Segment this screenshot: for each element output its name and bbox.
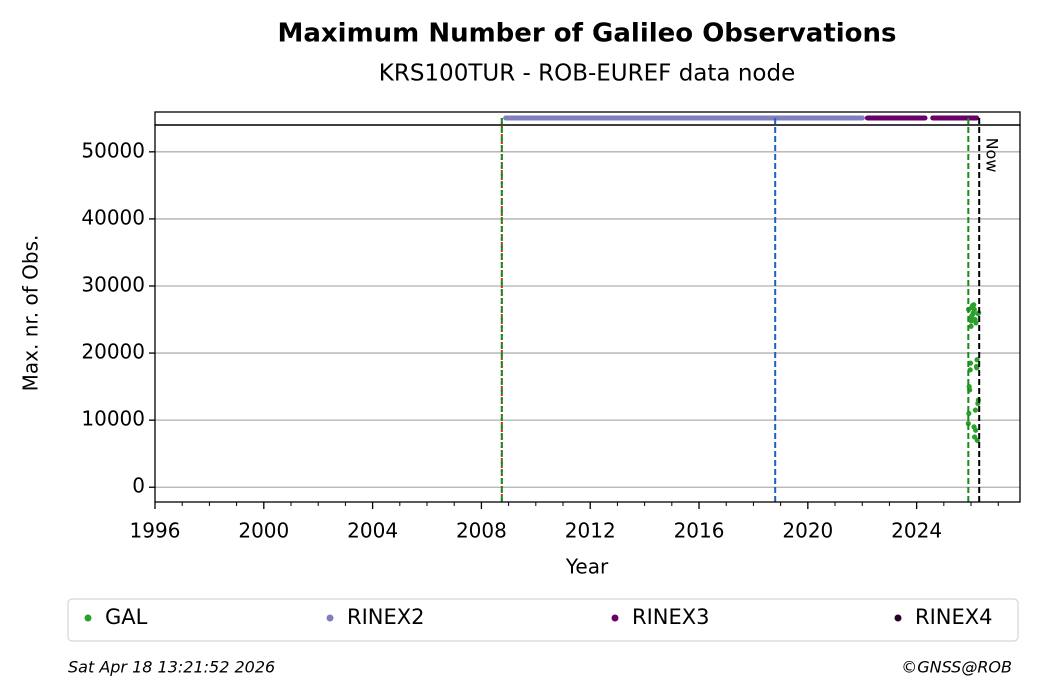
plot-frame <box>154 124 1021 503</box>
x-tick-label: 2004 <box>347 519 398 543</box>
x-tick-label: 2016 <box>674 519 725 543</box>
data-point <box>966 384 972 390</box>
footer-date: Sat Apr 18 13:21:52 2026 <box>68 658 275 677</box>
file-format-span <box>864 115 928 121</box>
legend-box <box>67 598 1019 642</box>
x-tick-label: 2024 <box>891 519 942 543</box>
file-format-span <box>503 115 865 121</box>
file-format-span <box>930 115 980 121</box>
data-point <box>965 420 971 427</box>
legend-label: RINEX2 <box>347 605 425 629</box>
y-tick-label: 30000 <box>81 272 145 296</box>
x-axis-label: Year <box>565 555 609 579</box>
data-point <box>970 311 976 317</box>
y-tick-label: 50000 <box>81 138 145 162</box>
legend-marker <box>894 614 902 622</box>
x-tick-label: 2020 <box>782 519 833 543</box>
data-point <box>970 302 976 309</box>
legend-label: RINEX3 <box>632 605 710 629</box>
data-point <box>972 407 978 413</box>
x-tick-label: 2012 <box>565 519 616 543</box>
y-tick-label: 20000 <box>81 340 145 364</box>
data-point <box>968 318 974 324</box>
x-tick-label: 2008 <box>456 519 507 543</box>
data-point <box>974 365 980 371</box>
legend-label: GAL <box>105 605 148 629</box>
legend-marker <box>326 614 334 622</box>
chart-subtitle: KRS100TUR - ROB-EUREF data node <box>379 61 795 87</box>
x-tick-label: 2000 <box>238 519 289 543</box>
data-point <box>966 410 972 417</box>
legend-marker <box>611 614 619 622</box>
legend-label: RINEX4 <box>915 605 993 629</box>
data-point <box>973 320 979 326</box>
legend-marker <box>84 614 92 622</box>
data-point <box>968 323 974 329</box>
y-tick-label: 10000 <box>81 407 145 431</box>
footer-credit: ©GNSS@ROB <box>901 658 1012 677</box>
y-axis-label: Max. nr. of Obs. <box>19 235 43 392</box>
x-tick-label: 1996 <box>130 519 181 543</box>
y-tick-label: 40000 <box>81 205 145 229</box>
y-tick-label: 0 <box>132 474 145 498</box>
reference-line-label: Now <box>983 138 1002 173</box>
data-point <box>971 424 977 430</box>
chart-title: Maximum Number of Galileo Observations <box>277 19 896 49</box>
